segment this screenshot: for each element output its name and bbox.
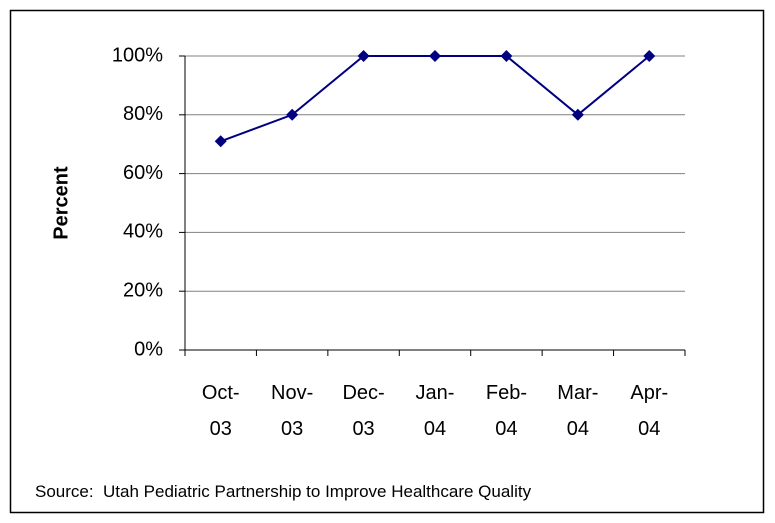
x-tick-label: Jan-04 <box>415 382 455 440</box>
x-tick-label: Oct-03 <box>201 382 240 440</box>
x-tick-label: Nov-03 <box>271 382 314 440</box>
chart-border <box>9 9 765 514</box>
x-tick-label: Mar-04 <box>557 382 599 440</box>
y-tick-label: 40% <box>123 221 163 243</box>
y-axis-label: Percent <box>50 166 72 240</box>
y-tick-label: 20% <box>123 279 163 301</box>
data-marker <box>643 50 656 62</box>
y-tick-label: 100% <box>112 44 163 66</box>
x-tick-label: Feb-04 <box>485 382 527 440</box>
data-marker <box>357 50 370 62</box>
data-marker <box>286 108 299 121</box>
y-tick-label: 60% <box>123 162 163 184</box>
data-line <box>220 55 650 143</box>
data-marker <box>214 135 227 148</box>
data-marker <box>429 50 441 62</box>
source-note: Source: Utah Pediatric Partnership to Im… <box>35 482 532 501</box>
x-tick-label: Apr-04 <box>630 382 669 440</box>
y-tick-label: 80% <box>123 103 163 125</box>
data-marker <box>571 108 584 121</box>
x-tick-label: Dec-03 <box>342 382 385 440</box>
y-tick-label: 0% <box>134 338 163 360</box>
data-marker <box>500 50 513 62</box>
